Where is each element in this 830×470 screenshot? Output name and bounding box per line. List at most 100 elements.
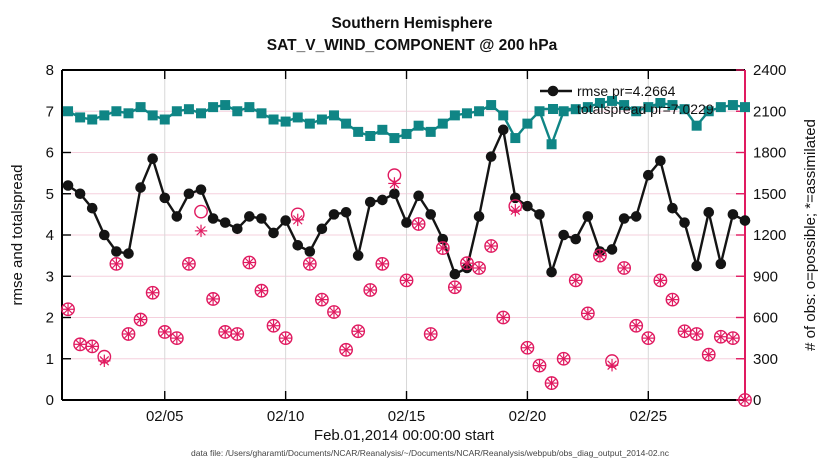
- obs-assimilated-marker: [159, 327, 170, 337]
- obs-assimilated-marker: [474, 263, 484, 273]
- rmse-marker: [582, 211, 594, 222]
- totalspread-marker: [510, 133, 521, 144]
- x-tick-label: 02/05: [146, 408, 184, 425]
- obs-assimilated-marker: [570, 275, 581, 286]
- obs-assimilated-marker: [184, 259, 194, 269]
- obs-assimilated-marker: [353, 326, 363, 337]
- rmse-marker: [159, 192, 171, 204]
- chart-title-line1: Southern Hemisphere: [331, 15, 492, 32]
- totalspread-marker: [727, 100, 738, 111]
- rmse-marker: [679, 217, 690, 228]
- totalspread-marker: [365, 131, 376, 141]
- rmse-marker: [280, 215, 291, 226]
- rmse-marker: [171, 211, 183, 222]
- data-file-caption: data file: /Users/gharamti/Documents/NCA…: [191, 448, 670, 458]
- obs-assimilated-marker: [341, 345, 351, 355]
- totalspread-marker: [437, 118, 448, 129]
- totalspread-marker: [691, 120, 702, 131]
- totalspread-marker: [316, 114, 327, 125]
- totalspread-marker: [461, 108, 472, 119]
- obs-assimilated-marker: [425, 329, 436, 339]
- totalspread-marker: [292, 112, 303, 123]
- totalspread-marker: [208, 102, 219, 113]
- obs-assimilated-marker: [619, 263, 629, 273]
- x-tick-label: 02/25: [630, 408, 668, 425]
- totalspread-marker: [703, 106, 714, 117]
- totalspread-marker: [135, 102, 146, 113]
- totalspread-marker: [570, 104, 581, 115]
- y-right-tick-label: 1200: [753, 227, 786, 244]
- rmse-marker: [352, 250, 364, 261]
- obs-assimilated-marker: [631, 320, 642, 331]
- obs-assimilated-marker: [292, 215, 303, 225]
- totalspread-marker: [280, 116, 291, 127]
- rmse-marker: [292, 240, 304, 251]
- rmse-marker: [413, 190, 424, 202]
- totalspread-marker: [111, 106, 122, 117]
- rmse-marker: [703, 207, 715, 218]
- obs-assimilated-marker: [389, 178, 400, 189]
- totalspread-marker: [631, 106, 642, 117]
- obs-assimilated-marker: [99, 356, 110, 366]
- totalspread-marker: [558, 106, 569, 117]
- obs-assimilated-marker: [305, 259, 315, 269]
- obs-assimilated-marker: [208, 294, 218, 304]
- obs-assimilated-marker: [172, 333, 182, 343]
- rmse-marker: [364, 196, 376, 208]
- y-left-tick-label: 5: [46, 186, 54, 203]
- totalspread-marker: [256, 108, 267, 119]
- y-right-tick-label: 1500: [753, 186, 786, 203]
- rmse-marker: [256, 213, 267, 224]
- obs-assimilated-marker: [87, 341, 98, 352]
- totalspread-marker: [389, 133, 400, 144]
- obs-assimilated-marker: [123, 329, 134, 339]
- obs-assimilated-marker: [450, 282, 460, 293]
- obs-possible-marker: [194, 204, 208, 219]
- x-tick-label: 02/15: [388, 408, 426, 425]
- obs-assimilated-marker: [401, 275, 412, 286]
- rmse-marker: [534, 209, 545, 220]
- obs-assimilated-marker: [377, 259, 388, 269]
- obs-assimilated-marker: [437, 243, 448, 253]
- totalspread-marker: [123, 108, 134, 119]
- rmse-marker: [244, 211, 255, 222]
- obs-assimilated-marker: [546, 378, 557, 388]
- totalspread-marker: [740, 102, 750, 113]
- y-right-tick-label: 600: [753, 310, 778, 327]
- obs-assimilated-marker: [498, 312, 509, 323]
- rmse-marker: [558, 229, 569, 241]
- legend-label: rmse pr=4.2664: [577, 83, 676, 99]
- rmse-marker: [340, 207, 352, 218]
- rmse-marker: [111, 246, 122, 257]
- y-right-tick-label: 2400: [753, 62, 786, 79]
- totalspread-marker: [377, 124, 388, 135]
- rmse-marker: [655, 155, 666, 167]
- legend-circle-marker: [547, 85, 559, 97]
- totalspread-marker: [328, 110, 339, 121]
- legend-square-marker: [548, 104, 558, 114]
- y-right-tick-label: 900: [753, 268, 778, 285]
- obs-assimilated-marker: [329, 307, 339, 317]
- obs-assimilated-marker: [679, 326, 690, 337]
- y-right-tick-label: 0: [753, 392, 761, 409]
- rmse-marker: [183, 188, 195, 200]
- obs-assimilated-marker: [268, 320, 279, 331]
- obs-assimilated-marker: [365, 285, 376, 295]
- obs-assimilated-marker: [607, 360, 617, 371]
- obs-assimilated-marker: [510, 205, 521, 216]
- totalspread-marker: [401, 128, 412, 139]
- y-right-tick-label: 2100: [753, 103, 786, 120]
- x-axis-label: Feb.01,2014 00:00:00 start: [314, 427, 495, 444]
- rmse-marker: [522, 200, 533, 212]
- y-left-tick-label: 6: [46, 145, 54, 162]
- obs-assimilated-marker: [256, 285, 267, 296]
- totalspread-marker: [655, 98, 666, 108]
- y-right-tick-label: 1800: [753, 145, 786, 162]
- totalspread-marker: [474, 106, 485, 117]
- rmse-marker: [606, 244, 618, 255]
- obs-assimilated-marker: [462, 258, 472, 268]
- rmse-marker: [546, 266, 557, 278]
- rmse-marker: [497, 124, 509, 136]
- totalspread-marker: [159, 114, 170, 125]
